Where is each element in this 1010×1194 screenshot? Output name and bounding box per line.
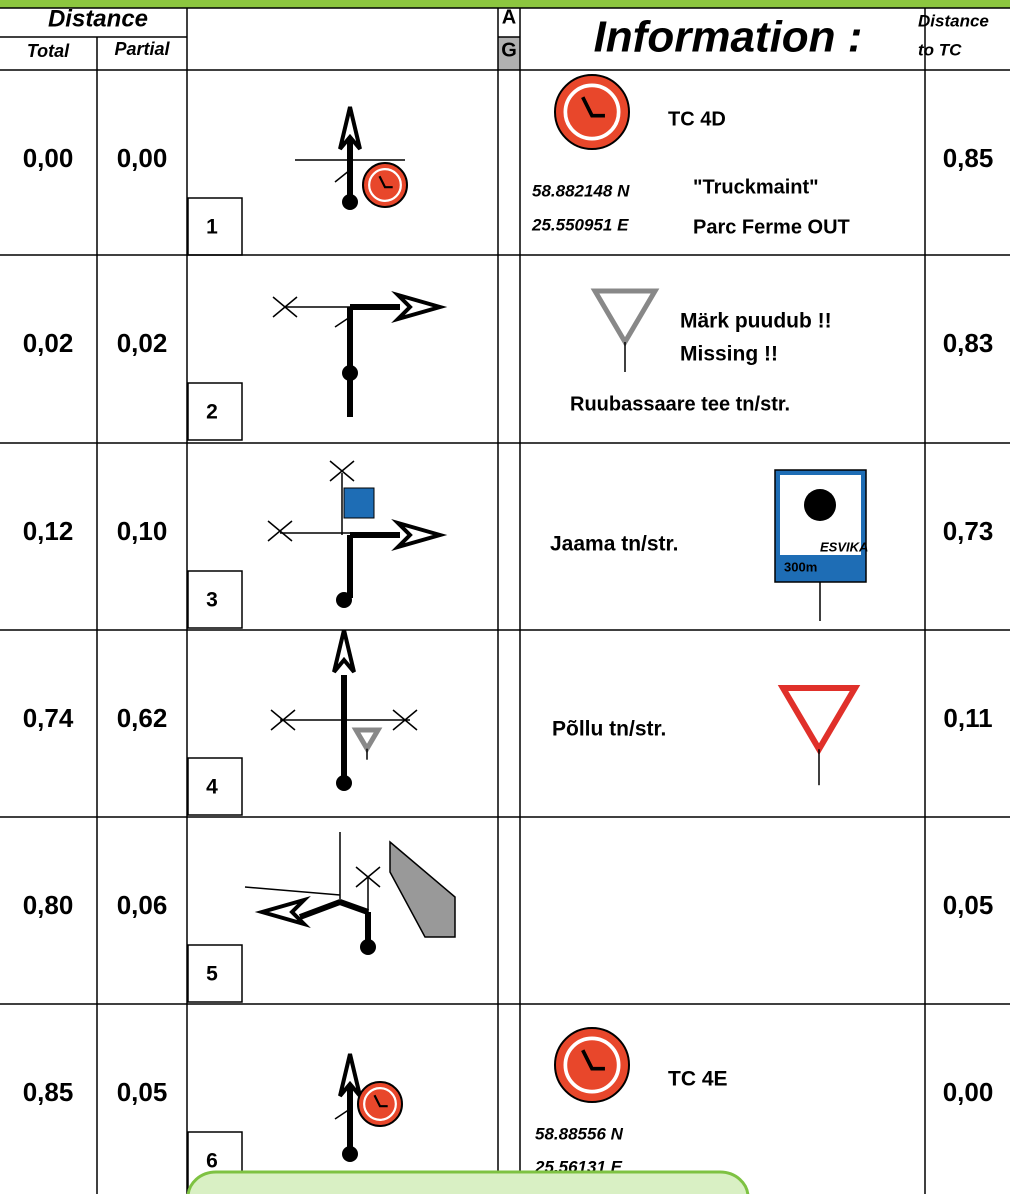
clock-hands xyxy=(581,1049,605,1071)
arrow-head xyxy=(391,518,448,552)
total-distance: 0,00 xyxy=(23,143,74,173)
crossing xyxy=(267,520,293,542)
crossing xyxy=(392,709,418,731)
header-g: G xyxy=(501,39,517,61)
header-information: Information : xyxy=(594,13,863,62)
yield-sign xyxy=(590,288,660,347)
start-dot xyxy=(342,1146,358,1162)
row-number: 6 xyxy=(206,1150,218,1173)
distance-to-tc: 0,85 xyxy=(943,143,994,173)
info-text: "Truckmaint" xyxy=(693,176,819,198)
header-to-tc: to TC xyxy=(918,40,962,59)
partial-distance: 0,62 xyxy=(117,703,168,733)
yield-sign xyxy=(351,727,383,754)
distance-to-tc: 0,11 xyxy=(943,703,992,733)
row-number: 2 xyxy=(206,401,218,424)
number-box xyxy=(187,944,243,1003)
arrow-head xyxy=(338,1053,362,1098)
road xyxy=(338,899,370,915)
sign-icon xyxy=(343,487,375,519)
clock-hands xyxy=(378,175,393,189)
info-text: Ruubassaare tee tn/str. xyxy=(570,393,790,415)
info-text: TC 4D xyxy=(668,108,726,130)
info-text: Missing !! xyxy=(680,343,778,366)
table-grid xyxy=(0,7,1010,1194)
start-dot xyxy=(336,592,352,608)
top-strip xyxy=(0,0,1010,8)
road xyxy=(298,899,342,920)
row-number: 3 xyxy=(206,589,218,612)
header-distance-to-tc: Distance xyxy=(918,11,989,30)
start-dot xyxy=(342,194,358,210)
clock-face xyxy=(563,1036,621,1094)
clock-hands xyxy=(373,1094,388,1108)
start-dot xyxy=(342,365,358,381)
row-number: 1 xyxy=(206,216,218,239)
bulb xyxy=(804,489,836,521)
distance-to-tc: 0,83 xyxy=(943,328,994,358)
distance-to-tc: 0,73 xyxy=(943,516,994,546)
arrow-head xyxy=(332,629,356,674)
clock-face xyxy=(368,168,402,202)
header-distance: Distance xyxy=(48,5,148,32)
crossing xyxy=(329,460,355,482)
total-distance: 0,80 xyxy=(23,890,74,920)
ag-cell xyxy=(498,37,520,70)
row-number: 5 xyxy=(206,963,218,986)
overlay-panel xyxy=(186,1170,750,1194)
partial-distance: 0,10 xyxy=(117,516,168,546)
info-text: Parc Ferme OUT xyxy=(693,216,850,238)
clock-hands xyxy=(581,96,605,118)
info-text: 58.88556 N xyxy=(535,1124,624,1143)
building xyxy=(389,840,456,938)
distance-to-tc: 0,00 xyxy=(943,1077,994,1107)
arrow-head xyxy=(254,895,311,929)
info-text: TC 4E xyxy=(668,1068,728,1091)
info-text: Põllu tn/str. xyxy=(552,718,666,741)
header-partial: Partial xyxy=(114,39,170,59)
clock-face xyxy=(563,83,621,141)
partial-distance: 0,02 xyxy=(117,328,168,358)
total-distance: 0,74 xyxy=(23,703,74,733)
header-a: A xyxy=(502,6,516,28)
distance-to-tc: 0,05 xyxy=(943,890,994,920)
partial-distance: 0,00 xyxy=(117,143,168,173)
road xyxy=(334,1108,351,1120)
row-number: 4 xyxy=(206,776,218,799)
yield-sign xyxy=(777,685,861,756)
info-text: 58.882148 N xyxy=(532,181,630,200)
total-distance: 0,02 xyxy=(23,328,74,358)
road xyxy=(334,169,351,183)
start-dot xyxy=(336,775,352,791)
crossing xyxy=(270,709,296,731)
arrow-head xyxy=(391,290,448,324)
clock-face xyxy=(363,1087,397,1121)
number-box xyxy=(187,757,243,816)
total-distance: 0,85 xyxy=(23,1077,74,1107)
number-box xyxy=(187,382,243,441)
info-text: 300m xyxy=(784,559,817,574)
info-text: 25.550951 E xyxy=(531,215,629,234)
rows: 0,00 0,00 0,85 1 TC 4D 58.882148 N "Truckmaint… xyxy=(0,69,1010,1190)
road xyxy=(334,316,351,328)
number-box xyxy=(187,197,243,256)
header-total: Total xyxy=(27,41,70,61)
partial-distance: 0,05 xyxy=(117,1077,168,1107)
arrow-head xyxy=(338,106,362,151)
start-dot xyxy=(360,939,376,955)
number-box xyxy=(187,570,243,629)
partial-distance: 0,06 xyxy=(117,890,168,920)
total-distance: 0,12 xyxy=(23,516,74,546)
info-text: Märk puudub !! xyxy=(680,310,832,333)
info-text: ESVIKA xyxy=(820,539,868,554)
info-text: Jaama tn/str. xyxy=(550,533,678,556)
crossing xyxy=(272,296,298,318)
road xyxy=(244,886,341,896)
